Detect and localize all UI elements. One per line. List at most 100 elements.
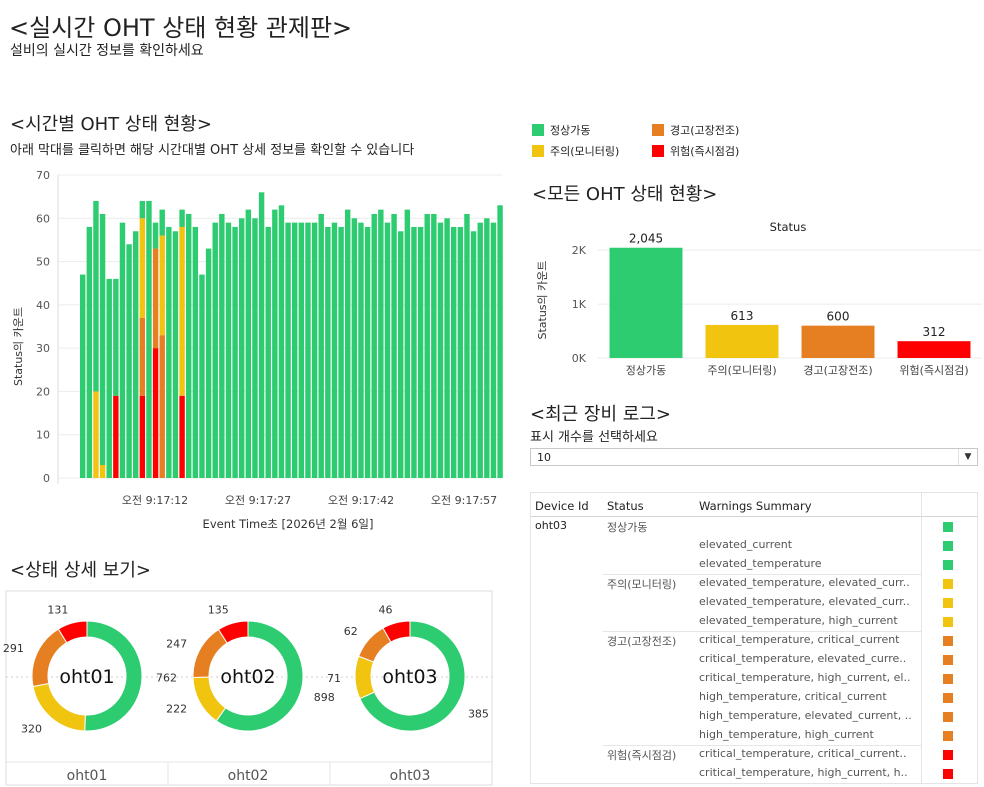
timeline-bar-segment[interactable] <box>398 231 404 478</box>
timeline-bar-segment[interactable] <box>139 317 146 396</box>
timeline-bar-segment[interactable] <box>305 222 311 478</box>
legend-item[interactable]: 경고(고장전조) <box>652 122 739 138</box>
timeline-bar-segment[interactable] <box>431 213 437 478</box>
chevron-down-icon[interactable]: ▼ <box>958 449 977 465</box>
timeline-bar-segment[interactable] <box>477 222 483 478</box>
table-row[interactable]: elevated_temperature <box>531 555 977 574</box>
table-row[interactable]: elevated_current <box>531 536 977 555</box>
timeline-bar-segment[interactable] <box>378 209 384 478</box>
table-row[interactable]: 주의(모니터링) elevated_temperature, elevated_c… <box>531 574 977 593</box>
timeline-bar-segment[interactable] <box>139 395 146 478</box>
timeline-bar-segment[interactable] <box>470 231 477 478</box>
col-status[interactable]: Status <box>607 499 644 513</box>
timeline-bar-segment[interactable] <box>411 226 417 478</box>
timeline-bar-segment[interactable] <box>212 222 218 478</box>
timeline-bar-segment[interactable] <box>192 226 199 478</box>
timeline-bar-segment[interactable] <box>318 213 324 478</box>
timeline-bar-segment[interactable] <box>219 213 225 478</box>
timeline-bar-segment[interactable] <box>93 200 99 392</box>
timeline-bar-segment[interactable] <box>159 335 165 478</box>
timeline-bar-segment[interactable] <box>444 218 450 478</box>
timeline-bar-segment[interactable] <box>199 274 205 478</box>
table-row[interactable]: high_temperature, high_current <box>531 726 977 745</box>
timeline-bar-segment[interactable] <box>490 222 497 478</box>
timeline-bar-segment[interactable] <box>159 209 165 236</box>
timeline-bar-segment[interactable] <box>424 213 430 478</box>
timeline-bar-segment[interactable] <box>179 226 185 396</box>
timeline-bar-segment[interactable] <box>358 222 364 478</box>
col-warnings-summary[interactable]: Warnings Summary <box>699 499 812 513</box>
timeline-bar-segment[interactable] <box>292 222 298 478</box>
timeline-bar-segment[interactable] <box>364 226 371 478</box>
timeline-bar-segment[interactable] <box>93 391 99 478</box>
timeline-bar-segment[interactable] <box>484 218 490 478</box>
timeline-bar-segment[interactable] <box>404 209 411 478</box>
timeline-bar-segment[interactable] <box>239 218 245 478</box>
donut-slice[interactable] <box>217 620 249 644</box>
col-device-id[interactable]: Device Id <box>535 499 589 513</box>
timeline-bar-segment[interactable] <box>179 395 185 478</box>
overall-chart[interactable]: Status 0K 1K 2K Status의 카운트 2,045 정상가동 613 주의(모니… <box>528 212 984 392</box>
timeline-bar-segment[interactable] <box>152 222 159 249</box>
timeline-bar-segment[interactable] <box>258 192 265 479</box>
timeline-bar-segment[interactable] <box>457 226 464 478</box>
timeline-bar-segment[interactable] <box>285 222 291 478</box>
row-count-select[interactable]: 10 ▼ <box>530 448 978 466</box>
timeline-bar-segment[interactable] <box>179 209 185 227</box>
timeline-bar-segment[interactable] <box>311 222 318 478</box>
timeline-bar-segment[interactable] <box>139 218 146 318</box>
overall-bar[interactable] <box>801 325 875 358</box>
timeline-bar-segment[interactable] <box>252 218 258 478</box>
table-row[interactable]: 위험(즉시점검) critical_temperature, critical_c… <box>531 745 977 764</box>
timeline-bar-segment[interactable] <box>278 205 285 479</box>
timeline-bar-segment[interactable] <box>119 222 126 478</box>
timeline-bar-segment[interactable] <box>338 226 344 478</box>
timeline-bar-segment[interactable] <box>205 248 212 478</box>
timeline-bar-segment[interactable] <box>417 226 424 478</box>
donut-slice[interactable] <box>382 620 411 643</box>
timeline-bar-segment[interactable] <box>245 209 252 478</box>
table-row[interactable]: critical_temperature, high_current, el.. <box>531 669 977 688</box>
overall-bar[interactable] <box>609 247 683 358</box>
timeline-bar-segment[interactable] <box>451 226 457 478</box>
timeline-bar-segment[interactable] <box>464 213 470 478</box>
timeline-bar-segment[interactable] <box>331 222 338 478</box>
overall-bar[interactable] <box>897 341 971 358</box>
legend-item[interactable]: 정상가동 <box>532 122 590 138</box>
timeline-bar-segment[interactable] <box>265 226 271 478</box>
timeline-bar-segment[interactable] <box>152 348 159 478</box>
donut-slice[interactable] <box>57 620 88 644</box>
timeline-bar-segment[interactable] <box>86 226 93 478</box>
timeline-bar-segment[interactable] <box>391 213 397 478</box>
timeline-bar-segment[interactable] <box>99 465 106 478</box>
timeline-bar-segment[interactable] <box>497 205 503 479</box>
timeline-bar-segment[interactable] <box>345 209 351 478</box>
donut-slice[interactable] <box>84 620 143 732</box>
timeline-bar-segment[interactable] <box>80 274 86 478</box>
timeline-bar-segment[interactable] <box>146 200 152 478</box>
timeline-bar-segment[interactable] <box>272 209 278 478</box>
legend-item[interactable]: 위험(즉시점검) <box>652 143 739 159</box>
timeline-bar-segment[interactable] <box>232 226 238 478</box>
timeline-chart[interactable]: 0 10 20 30 40 50 60 70 오전 9:17:12 오전 9:17:27 오전 9:… <box>0 160 520 540</box>
timeline-bar-segment[interactable] <box>225 222 232 478</box>
timeline-bar-segment[interactable] <box>298 222 305 478</box>
table-row[interactable]: high_temperature, elevated_current, .. <box>531 707 977 726</box>
timeline-bar-segment[interactable] <box>325 226 331 478</box>
timeline-bar-segment[interactable] <box>139 200 146 219</box>
timeline-bar-segment[interactable] <box>152 248 159 349</box>
timeline-bar-segment[interactable] <box>106 278 112 478</box>
table-row[interactable]: high_temperature, critical_current <box>531 688 977 707</box>
timeline-bar-segment[interactable] <box>126 244 132 478</box>
timeline-bar-segment[interactable] <box>371 213 377 478</box>
table-row[interactable]: oht03 정상가동 <box>531 517 977 536</box>
legend-item[interactable]: 주의(모니터링) <box>532 143 619 159</box>
table-row[interactable]: critical_temperature, high_current, h.. <box>531 764 977 783</box>
timeline-bar-segment[interactable] <box>113 278 119 396</box>
table-row[interactable]: elevated_temperature, high_current <box>531 612 977 631</box>
table-row[interactable]: 경고(고장전조) critical_temperature, critical_c… <box>531 631 977 650</box>
timeline-bar-segment[interactable] <box>351 218 358 478</box>
timeline-bar-segment[interactable] <box>159 235 165 336</box>
detail-charts[interactable]: 762 320 291 131 oht01 oht01 898 222 247 135 oht02 o… <box>0 588 500 787</box>
timeline-bar-segment[interactable] <box>166 226 172 478</box>
